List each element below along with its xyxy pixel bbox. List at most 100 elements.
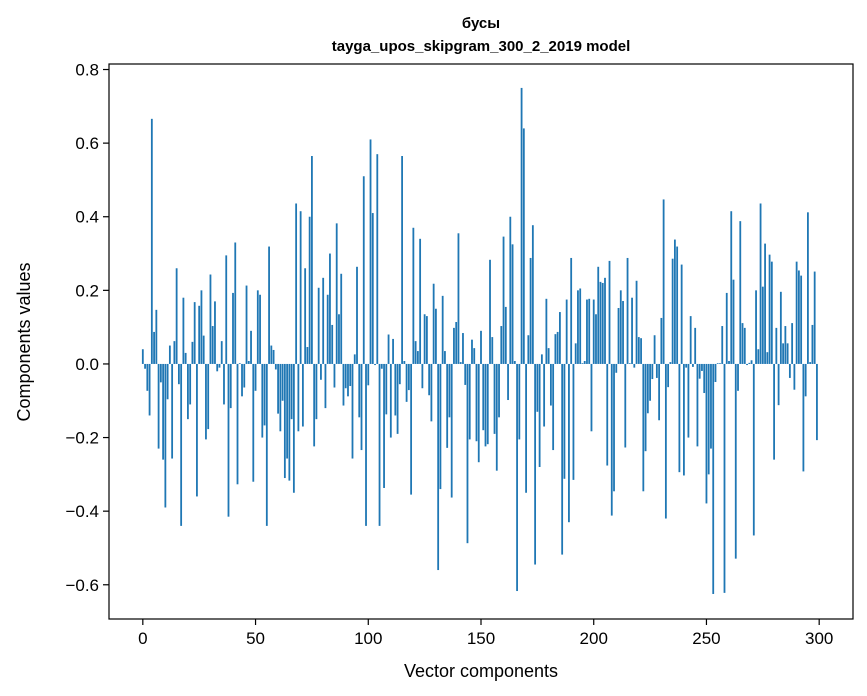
bar-component-265 [739, 221, 742, 364]
bar-component-117 [405, 363, 408, 402]
bar-component-161 [504, 306, 507, 364]
bar-component-151 [482, 363, 485, 431]
bar-component-73 [306, 347, 309, 364]
bar-component-185 [559, 312, 561, 364]
x-tick-label: 100 [354, 629, 382, 648]
bar-component-211 [617, 308, 620, 364]
bar-component-278 [768, 254, 771, 364]
x-tick-label: 0 [138, 629, 147, 648]
bar-component-129 [432, 283, 435, 364]
bar-component-155 [491, 337, 494, 364]
bar-component-296 [809, 362, 812, 364]
bar-component-54 [263, 363, 266, 426]
bar-component-286 [786, 343, 789, 364]
bar-component-132 [439, 363, 442, 490]
bar-component-177 [540, 354, 543, 364]
bar-component-175 [536, 363, 539, 412]
bar-component-199 [590, 363, 593, 432]
bar-component-153 [486, 363, 489, 445]
bar-component-64 [286, 363, 289, 459]
bar-component-20 [187, 363, 189, 420]
bar-component-272 [755, 290, 757, 364]
bar-component-140 [457, 233, 460, 364]
bar-component-37 [225, 255, 228, 364]
bar-component-75 [311, 156, 313, 364]
bar-component-21 [189, 363, 192, 405]
bar-component-91 [347, 363, 349, 397]
y-tick-label: −0.4 [65, 502, 99, 521]
bar-component-223 [644, 363, 647, 452]
bar-component-147 [473, 348, 476, 364]
bar-component-33 [216, 363, 219, 372]
bar-component-124 [421, 363, 424, 389]
bar-component-95 [356, 266, 358, 364]
x-tick-label: 200 [580, 629, 608, 648]
bar-component-105 [378, 363, 381, 526]
bar-component-113 [396, 363, 399, 434]
bar-component-250 [705, 363, 708, 504]
bar-component-66 [290, 363, 293, 420]
bar-component-10 [164, 363, 167, 508]
bar-component-201 [595, 314, 597, 364]
bar-component-221 [640, 338, 642, 364]
bar-component-204 [601, 282, 604, 364]
bar-component-240 [683, 363, 685, 476]
y-tick-label: −0.6 [65, 576, 99, 595]
bar-component-248 [701, 363, 703, 371]
bar-component-299 [816, 363, 818, 441]
bar-component-128 [430, 363, 433, 422]
bar-component-254 [714, 363, 717, 382]
bar-component-180 [547, 348, 550, 364]
bar-component-78 [317, 287, 320, 364]
bar-component-65 [288, 363, 291, 481]
bar-component-50 [254, 363, 257, 391]
bar-component-228 [655, 363, 658, 378]
bar-component-104 [376, 154, 379, 364]
bar-component-215 [626, 257, 629, 364]
bar-component-139 [455, 321, 458, 364]
bar-component-173 [531, 225, 534, 364]
bar-component-133 [441, 295, 444, 364]
bar-component-69 [297, 363, 300, 432]
bar-component-68 [295, 203, 298, 364]
bar-component-190 [570, 257, 573, 364]
bar-component-165 [513, 361, 516, 364]
bar-component-263 [734, 363, 737, 559]
bar-component-236 [673, 239, 676, 364]
bar-component-127 [428, 363, 431, 396]
bar-component-163 [509, 216, 512, 364]
bar-component-178 [543, 363, 546, 427]
bar-component-293 [802, 363, 805, 472]
bar-component-238 [678, 363, 681, 473]
bar-component-267 [743, 327, 746, 364]
bar-component-115 [401, 156, 403, 364]
bar-component-176 [538, 363, 541, 468]
bar-component-283 [779, 291, 782, 364]
bar-component-52 [259, 294, 261, 364]
x-axis-ticks: 0 50 100 150 200 250 300 [138, 619, 833, 648]
bar-component-269 [748, 362, 751, 364]
bar-component-79 [320, 363, 322, 380]
y-axis-label: Components values [14, 262, 34, 421]
bar-component-144 [466, 363, 469, 544]
bar-component-230 [660, 317, 663, 364]
bar-component-47 [247, 361, 250, 364]
bar-component-171 [527, 335, 530, 364]
bar-component-233 [667, 363, 670, 388]
bar-component-208 [610, 363, 613, 516]
bar-component-102 [371, 213, 374, 364]
bar-component-1 [144, 363, 146, 369]
bar-component-136 [448, 363, 451, 418]
bar-component-28 [205, 363, 207, 440]
bar-component-31 [211, 326, 214, 364]
bar-component-119 [410, 363, 413, 495]
bar-component-87 [338, 314, 340, 364]
bar-component-30 [209, 274, 212, 364]
bar-component-138 [453, 327, 455, 364]
bar-component-183 [554, 334, 557, 364]
bar-component-23 [193, 302, 196, 364]
bar-component-157 [495, 363, 498, 471]
bar-component-255 [716, 363, 719, 364]
bar-component-93 [351, 363, 354, 459]
